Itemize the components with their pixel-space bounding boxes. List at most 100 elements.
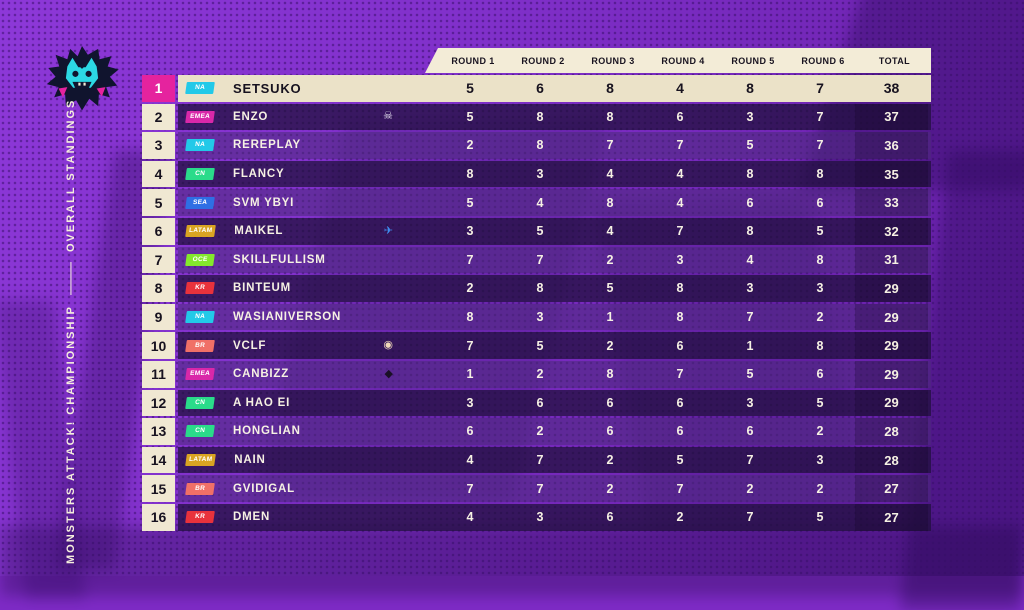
- score-cell: 4: [606, 167, 614, 182]
- player-cell: LATAM NAIN: [178, 447, 435, 474]
- score-cell: 5: [816, 395, 824, 410]
- score-cell: 8: [676, 281, 684, 296]
- score-cell: 2: [606, 481, 614, 496]
- player-name: DMEN: [233, 511, 271, 524]
- player-name: GVIDIGAL: [233, 482, 295, 495]
- region-badge: NA: [185, 82, 215, 95]
- player-name: MAIKEL: [234, 225, 284, 238]
- region-badge: LATAM: [185, 454, 217, 467]
- page-title: OVERALL STANDINGS: [65, 98, 77, 253]
- score-cell: 6: [746, 195, 754, 210]
- rank-cell: 14: [142, 446, 175, 474]
- player-cell: OCE SKILLFULLISM: [178, 247, 435, 274]
- region-badge: KR: [185, 282, 215, 295]
- score-cell: 3: [816, 453, 824, 468]
- score-cell: 5: [816, 224, 824, 239]
- player-name: BINTEUM: [233, 282, 291, 295]
- score-cell: 1: [746, 338, 754, 353]
- score-cell: 8: [536, 281, 544, 296]
- score-cell: 7: [536, 252, 544, 267]
- score-cell: 2: [816, 310, 824, 325]
- player-cell: EMEA ENZO ☠: [178, 104, 435, 131]
- player-row-band: OCE SKILLFULLISM 7 7 2 3 4 8 31: [178, 246, 931, 274]
- rank-cell: 10: [142, 332, 175, 359]
- region-badge: OCE: [185, 253, 215, 266]
- column-header: ROUND 6: [801, 55, 845, 66]
- score-cell: 4: [466, 453, 474, 468]
- score-cell: 2: [466, 281, 474, 296]
- title-divider: ———: [65, 262, 77, 296]
- score-cell: 3: [676, 252, 684, 267]
- score-cell: 7: [746, 453, 754, 468]
- total-cell: 29: [855, 360, 928, 388]
- score-cell: 6: [816, 195, 824, 210]
- score-cell: 5: [746, 367, 754, 382]
- claw-icon: ◆: [384, 367, 393, 380]
- score-cell: 6: [816, 367, 824, 382]
- score-cell: 8: [816, 338, 824, 353]
- score-cell: 2: [466, 138, 474, 153]
- player-cell: CN A HAO EI: [178, 390, 435, 417]
- score-cell: 8: [816, 167, 824, 182]
- score-cell: 3: [746, 281, 754, 296]
- player-cell: CN HONGLIAN: [178, 418, 435, 445]
- score-cell: 4: [746, 252, 754, 267]
- rank-cell: 3: [142, 132, 175, 159]
- region-badge: NA: [185, 311, 215, 324]
- region-badge: KR: [185, 511, 215, 524]
- score-cell: 5: [466, 80, 474, 97]
- player-row-band: CN FLANCY 8 3 4 4 8 8 35: [178, 160, 931, 188]
- score-cell: 2: [606, 453, 614, 468]
- score-cell: 6: [606, 395, 614, 410]
- score-cell: 4: [466, 510, 474, 525]
- score-cell: 2: [606, 338, 614, 353]
- score-cell: 7: [816, 138, 824, 153]
- region-badge: BR: [185, 482, 215, 495]
- rank-cell: 16: [142, 503, 175, 531]
- score-cell: 3: [536, 310, 544, 325]
- score-cell: 8: [816, 252, 824, 267]
- score-cell: 3: [746, 395, 754, 410]
- score-cell: 6: [676, 424, 684, 439]
- table-row: 8 KR BINTEUM 2 8 5 8 3 3 29: [142, 275, 931, 302]
- score-cell: 4: [676, 80, 684, 97]
- rank-cell: 15: [142, 475, 175, 502]
- score-cell: 4: [606, 224, 614, 239]
- logo-icon: ◉: [383, 339, 393, 352]
- player-cell: KR BINTEUM: [178, 275, 435, 302]
- player-name: HONGLIAN: [233, 425, 301, 438]
- score-cell: 5: [466, 109, 474, 124]
- column-header: ROUND 4: [661, 55, 705, 66]
- rank-cell: 11: [142, 360, 175, 388]
- score-cell: 4: [676, 167, 684, 182]
- table-row: 11 EMEA CANBIZZ ◆ 1 2 8 7 5 6 29: [142, 360, 931, 388]
- region-badge: EMEA: [185, 110, 215, 123]
- score-cell: 8: [466, 310, 474, 325]
- player-row-band: NA SETSUKO 5 6 8 4 8 7 38: [178, 75, 931, 102]
- rank-cell: 12: [142, 389, 175, 417]
- rank-cell: 2: [142, 103, 175, 131]
- score-cell: 6: [606, 424, 614, 439]
- table-row: 4 CN FLANCY 8 3 4 4 8 8 35: [142, 160, 931, 188]
- table-row: 16 KR DMEN 4 3 6 2 7 5 27: [142, 503, 931, 531]
- player-name: CANBIZZ: [233, 368, 290, 381]
- player-name: WASIANIVERSON: [233, 311, 342, 324]
- score-cell: 7: [536, 481, 544, 496]
- score-cell: 2: [676, 510, 684, 525]
- player-name: REREPLAY: [233, 139, 301, 152]
- table-row: 2 EMEA ENZO ☠ 5 8 8 6 3 7 37: [142, 103, 931, 131]
- total-cell: 37: [855, 103, 928, 131]
- total-cell: 29: [855, 303, 928, 331]
- player-cell: CN FLANCY: [178, 161, 435, 188]
- score-cell: 4: [536, 195, 544, 210]
- score-cell: 7: [816, 80, 824, 97]
- player-name: NAIN: [234, 454, 266, 467]
- tournament-logo-icon: [46, 46, 119, 111]
- rank-cell: 8: [142, 275, 175, 302]
- score-cell: 5: [606, 281, 614, 296]
- score-cell: 7: [676, 138, 684, 153]
- region-badge: SEA: [185, 196, 215, 209]
- score-cell: 3: [536, 510, 544, 525]
- table-row: 12 CN A HAO EI 3 6 6 6 3 5 29: [142, 389, 931, 417]
